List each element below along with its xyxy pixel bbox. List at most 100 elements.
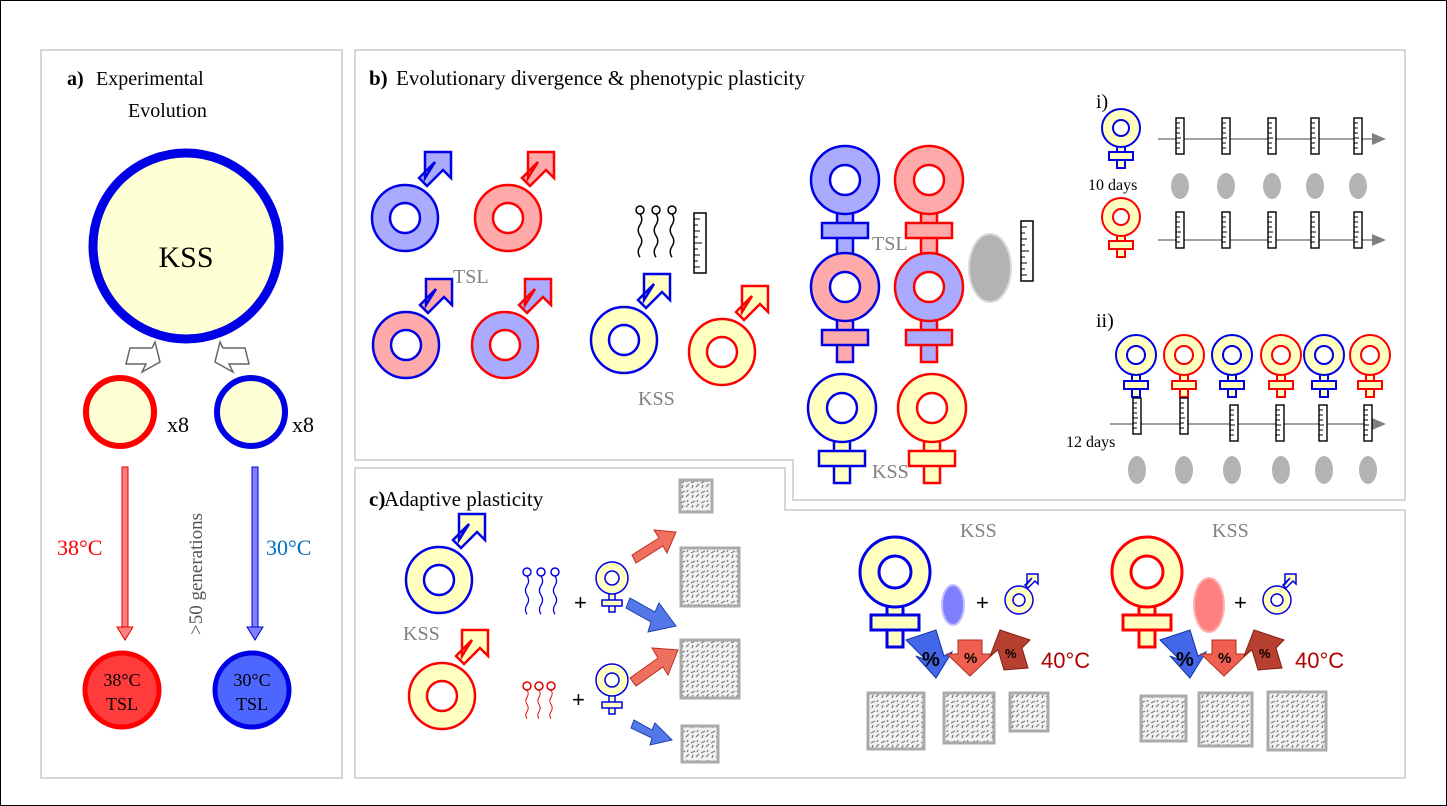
panel-c-male-label: KSS	[403, 623, 440, 645]
female-small-cold-i	[1101, 108, 1141, 169]
male-symbol-kss-cold	[589, 272, 672, 375]
offspring-arrow-up-hot-icon	[629, 647, 679, 687]
panel-a-border	[40, 49, 343, 779]
timeline-i-bottom	[1158, 211, 1386, 249]
female-symbol-tsl-hot-transplant	[893, 251, 965, 364]
hot-evolved-temp: 38°C	[103, 670, 140, 690]
panel-a: a) Experimental Evolution KSS x8 x8 38°C…	[40, 49, 343, 779]
plus-sign-c3: +	[976, 590, 989, 615]
hot-evolution-arrow-head-icon	[116, 626, 134, 641]
panel-a-title-line2: Evolution	[128, 100, 207, 122]
offspring-box-left-2	[942, 691, 996, 745]
panel-c-title: Adaptive plasticity	[384, 487, 544, 511]
split-arrow-left-icon	[125, 339, 161, 374]
cold-replicate-count: x8	[292, 412, 314, 437]
offspring-arrow-down-hot-icon	[630, 719, 673, 746]
split-arrow-right-icon	[214, 339, 250, 374]
panel-c-female-hot-label: KSS	[1212, 520, 1249, 542]
female-small-hot-i	[1101, 197, 1141, 258]
hot-temperature-label: 38°C	[57, 535, 102, 560]
timeline-ii	[1110, 397, 1386, 484]
offspring-box-large-cold	[679, 546, 741, 608]
offspring-box-small-cold	[678, 478, 714, 514]
hot-replicate-circle	[83, 375, 157, 449]
male-symbol-tsl-hot	[473, 150, 556, 253]
panel-c-border	[354, 467, 1406, 779]
percent-cold-arrow-label: %	[922, 649, 940, 671]
offspring-arrow-up-cold-icon	[631, 529, 677, 564]
percent-cold-arrow-label-r: %	[1176, 649, 1194, 671]
panel-c-female-cold-label: KSS	[960, 520, 997, 542]
egg-ruler-icon	[1020, 220, 1034, 282]
panel-b-title: Evolutionary divergence & phenotypic pla…	[396, 66, 806, 90]
cold-evolved-temp: 30°C	[233, 670, 270, 690]
male-tsl-label: TSL	[453, 266, 489, 288]
panel-b-border	[354, 49, 1406, 501]
percent-mid-arrow-label: %	[964, 650, 977, 667]
offspring-box-right-1	[1139, 694, 1188, 743]
offspring-box-left-3	[1008, 691, 1050, 733]
cold-evolved-name: TSL	[236, 694, 268, 714]
egg-icon	[968, 233, 1012, 303]
sperm-hot-icon	[522, 681, 556, 720]
percent-mid-arrow-label-r: %	[1218, 650, 1231, 667]
hot-evolved-name: TSL	[106, 694, 138, 714]
ruler-icon	[693, 212, 707, 274]
days-ii-label: 12 days	[1066, 434, 1115, 451]
offspring-box-right-2	[1197, 691, 1254, 748]
ancestor-population-circle	[88, 148, 284, 344]
cold-replicate-circle	[214, 375, 288, 449]
offspring-box-large-hot	[679, 638, 741, 700]
panel-a-label: a)	[67, 68, 84, 90]
offspring-box-small-hot	[680, 724, 720, 764]
sperm-cold-icon	[522, 567, 560, 616]
panel-b: b) Evolutionary divergence & phenotypic …	[354, 49, 1406, 501]
generations-label: >50 generations	[186, 513, 207, 635]
female-symbols-tsl: TSL	[809, 144, 1034, 364]
male-symbol-tsl-cold-transplant	[371, 277, 454, 380]
cold-evolution-arrow-shaft	[251, 466, 259, 628]
female-small-c2	[595, 663, 629, 715]
hot-evolved-line-circle	[82, 650, 162, 730]
female-symbol-tsl-cold	[809, 144, 881, 257]
female-tsl-label: TSL	[872, 233, 908, 255]
egg-hot-icon	[1193, 577, 1225, 633]
sub-panel-ii-label: ii)	[1096, 310, 1114, 332]
female-symbol-kss-cold-c	[858, 535, 932, 649]
panel-c-label: c)	[369, 487, 385, 511]
female-row-ii	[1115, 334, 1391, 398]
female-symbol-kss-hot	[896, 372, 968, 485]
female-symbol-tsl-hot	[893, 144, 965, 257]
male-small-c4	[1262, 573, 1297, 615]
plus-sign-c4: +	[1234, 590, 1247, 615]
male-symbol-tsl-hot-transplant	[470, 277, 553, 380]
days-i-label: 10 days	[1088, 177, 1137, 194]
male-symbol-kss-hot-c	[407, 628, 490, 731]
hot-replicate-count: x8	[167, 412, 189, 437]
male-small-c3	[1004, 573, 1039, 615]
panel-a-title-line1: Experimental	[96, 68, 204, 90]
female-symbol-tsl-cold-transplant	[809, 251, 881, 364]
percent-hot-arrow-label-r: %	[1259, 646, 1271, 661]
male-symbol-kss-cold-c	[404, 512, 487, 615]
female-symbol-kss-cold	[806, 372, 878, 485]
plus-sign-hot: +	[572, 687, 585, 712]
egg-cold-icon	[941, 584, 965, 626]
cold-temperature-label: 30°C	[266, 535, 311, 560]
sperm-length-icon	[635, 205, 677, 258]
female-small-c1	[595, 561, 629, 613]
panel-b-label: b)	[369, 66, 388, 90]
ancestor-population-label: KSS	[158, 241, 213, 274]
percent-arrows-left: % % %	[905, 629, 1031, 679]
female-kss-label: KSS	[872, 461, 909, 483]
percent-hot-arrow-label: %	[1005, 646, 1017, 661]
female-symbol-kss-hot-c	[1110, 535, 1184, 649]
offspring-box-right-3	[1266, 690, 1328, 752]
plus-sign-cold: +	[574, 590, 587, 615]
temp-40-left: 40°C	[1041, 648, 1090, 673]
sub-panel-i-label: i)	[1096, 91, 1108, 113]
percent-arrows-right: % % %	[1159, 629, 1285, 679]
temp-40-right: 40°C	[1295, 648, 1344, 673]
cold-evolution-arrow-head-icon	[246, 626, 264, 641]
